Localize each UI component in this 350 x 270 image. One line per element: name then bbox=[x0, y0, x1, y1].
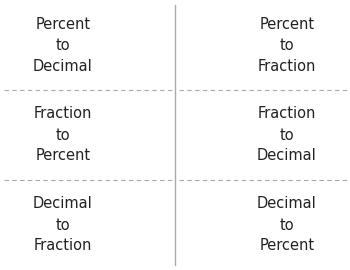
Text: Decimal
to
Fraction: Decimal to Fraction bbox=[33, 197, 93, 254]
Text: Percent
to
Decimal: Percent to Decimal bbox=[33, 16, 93, 73]
Text: Fraction
to
Percent: Fraction to Percent bbox=[34, 106, 92, 164]
Text: Decimal
to
Percent: Decimal to Percent bbox=[257, 197, 317, 254]
Text: Percent
to
Fraction: Percent to Fraction bbox=[258, 16, 316, 73]
Text: Fraction
to
Decimal: Fraction to Decimal bbox=[257, 106, 317, 164]
